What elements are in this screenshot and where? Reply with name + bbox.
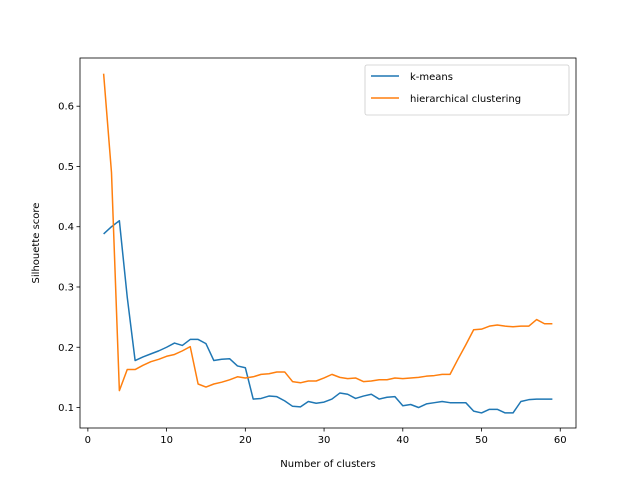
- x-tick-label: 60: [554, 435, 567, 446]
- legend-box: [364, 64, 570, 116]
- plot-frame: [79, 57, 577, 429]
- y-axis-label: Silhouette score: [31, 203, 42, 284]
- x-axis-label: Number of clusters: [280, 459, 375, 470]
- y-tick-label: 0.1: [58, 403, 74, 414]
- x-tick-label: 30: [318, 435, 331, 446]
- legend-label-hierarchical: hierarchical clustering: [410, 94, 521, 105]
- legend-label-kmeans: k-means: [410, 72, 453, 83]
- x-tick-label: 20: [239, 435, 252, 446]
- x-tick-label: 10: [160, 435, 173, 446]
- x-axis: 0 10 20 30 40 50 60: [85, 428, 567, 446]
- series-line-1: [102, 73, 553, 392]
- series-layer: [102, 73, 553, 414]
- y-tick-label: 0.2: [58, 343, 74, 354]
- y-axis: 0.1 0.2 0.3 0.4 0.5 0.6: [58, 102, 80, 414]
- x-tick-label: 40: [396, 435, 409, 446]
- x-tick-label: 0: [85, 435, 91, 446]
- y-tick-label: 0.6: [58, 102, 74, 113]
- legend: k-means hierarchical clustering: [364, 64, 570, 116]
- y-tick-label: 0.3: [58, 282, 74, 293]
- x-tick-label: 50: [475, 435, 488, 446]
- y-tick-label: 0.4: [58, 222, 74, 233]
- series-line-0: [103, 219, 553, 414]
- y-tick-label: 0.5: [58, 162, 74, 173]
